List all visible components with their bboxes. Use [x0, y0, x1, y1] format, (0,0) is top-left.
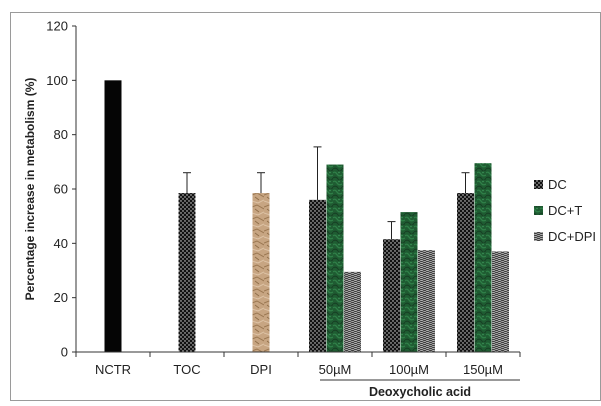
legend-swatch	[534, 206, 543, 215]
y-tick-label: 80	[54, 127, 68, 142]
bar-dc-0	[309, 199, 326, 352]
x-tick-label: NCTR	[95, 362, 131, 377]
bar-dc-t-1	[400, 212, 418, 352]
x-tick-label: 150µM	[463, 362, 503, 377]
bar-toc	[178, 193, 196, 352]
legend-label: DC+DPI	[548, 229, 596, 244]
bar-nctr	[104, 80, 122, 352]
x-tick-label: 100µM	[389, 362, 429, 377]
bar-dpi	[252, 193, 270, 352]
group-label: Deoxycholic acid	[369, 385, 471, 399]
y-tick-label: 0	[61, 345, 68, 360]
legend: DC DC+T DC+DPI	[534, 177, 596, 244]
bar-dc-2	[457, 193, 474, 352]
bar-dc-dpi-0	[344, 271, 361, 352]
y-tick-label: 60	[54, 182, 68, 197]
bar-dc-t-2	[474, 163, 492, 352]
legend-swatch	[534, 232, 543, 241]
y-tick-label: 20	[54, 290, 68, 305]
y-axis-label: Percentage increase in metabolism (%)	[23, 78, 37, 301]
legend-swatch	[534, 180, 543, 189]
y-tick-label: 120	[46, 19, 68, 34]
x-tick-label: DPI	[250, 362, 272, 377]
bar-dc-1	[383, 239, 400, 352]
x-tick-label: 50µM	[319, 362, 352, 377]
legend-label: DC	[548, 177, 567, 192]
bar-dc-t-0	[326, 164, 344, 352]
y-tick-label: 40	[54, 236, 68, 251]
x-tick-label: TOC	[173, 362, 200, 377]
y-tick-label: 100	[46, 73, 68, 88]
bar-dc-dpi-1	[418, 250, 435, 352]
bar-dc-dpi-2	[492, 251, 509, 352]
legend-label: DC+T	[548, 203, 582, 218]
